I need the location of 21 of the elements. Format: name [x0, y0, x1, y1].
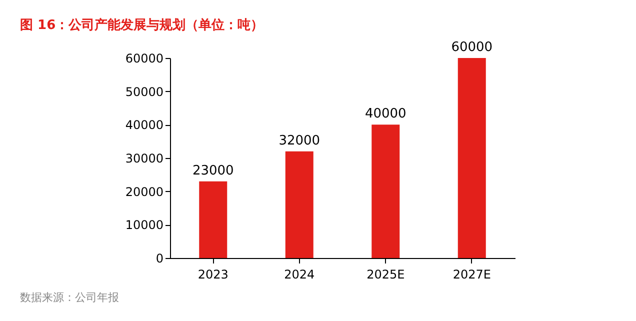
x-tick-label: 2027E — [452, 268, 491, 282]
data-label: 40000 — [364, 106, 406, 122]
data-label: 32000 — [278, 133, 320, 148]
chart-title: 图 16：公司产能发展与规划（单位：吨） — [20, 17, 264, 33]
y-tick-label: 30000 — [125, 152, 164, 166]
x-tick-label: 2023 — [198, 268, 228, 282]
bar — [285, 151, 314, 258]
y-tick-label: 40000 — [125, 118, 164, 132]
y-tick-label: 0 — [156, 252, 164, 266]
source-note: 数据来源：公司年报 — [20, 291, 119, 304]
bar — [372, 124, 400, 258]
bar — [199, 181, 228, 258]
y-tick-label: 20000 — [125, 184, 164, 199]
bar — [458, 58, 486, 258]
data-label: 60000 — [451, 40, 493, 55]
data-label: 23000 — [192, 163, 234, 178]
y-tick-label: 60000 — [125, 52, 164, 66]
x-tick-label: 2025E — [366, 268, 405, 282]
y-tick-label: 50000 — [125, 84, 164, 99]
y-tick-label: 10000 — [125, 218, 164, 232]
x-tick-label: 2024 — [284, 268, 315, 282]
